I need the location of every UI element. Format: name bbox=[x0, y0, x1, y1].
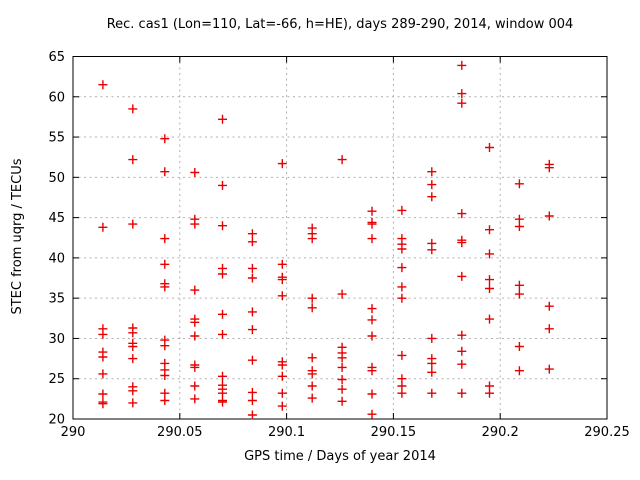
y-tick-label: 40 bbox=[48, 251, 65, 266]
series-stec-markers bbox=[98, 60, 554, 420]
y-tick-label: 45 bbox=[48, 211, 65, 226]
y-tick-label: 60 bbox=[48, 90, 65, 105]
y-tick-label: 25 bbox=[48, 372, 65, 387]
tick-marks bbox=[72, 56, 608, 420]
y-tick-label: 35 bbox=[48, 292, 65, 307]
x-tick-label: 290.05 bbox=[157, 425, 203, 440]
y-tick-label: 30 bbox=[48, 332, 65, 347]
x-tick-label: 290.1 bbox=[268, 425, 305, 440]
y-tick-label: 50 bbox=[48, 171, 65, 186]
x-tick-labels: 290 290.05 290.1 290.15 290.2 290.25 bbox=[61, 425, 630, 440]
x-tick-label: 290.15 bbox=[371, 425, 417, 440]
y-tick-label: 55 bbox=[48, 131, 65, 146]
gridlines bbox=[73, 56, 607, 419]
chart-title: Rec. cas1 (Lon=110, Lat=-66, h=HE), days… bbox=[106, 17, 574, 32]
x-tick-label: 290.25 bbox=[584, 425, 630, 440]
y-tick-label: 65 bbox=[48, 50, 65, 65]
x-tick-label: 290 bbox=[61, 425, 86, 440]
plot-border bbox=[72, 56, 608, 420]
x-tick-label: 290.2 bbox=[482, 425, 519, 440]
y-tick-label: 20 bbox=[48, 413, 65, 428]
y-tick-labels: 20 25 30 35 40 45 50 55 60 65 bbox=[48, 50, 65, 428]
x-axis-label: GPS time / Days of year 2014 bbox=[244, 449, 436, 464]
y-axis-label: STEC from uqrg / TECUs bbox=[10, 158, 25, 315]
